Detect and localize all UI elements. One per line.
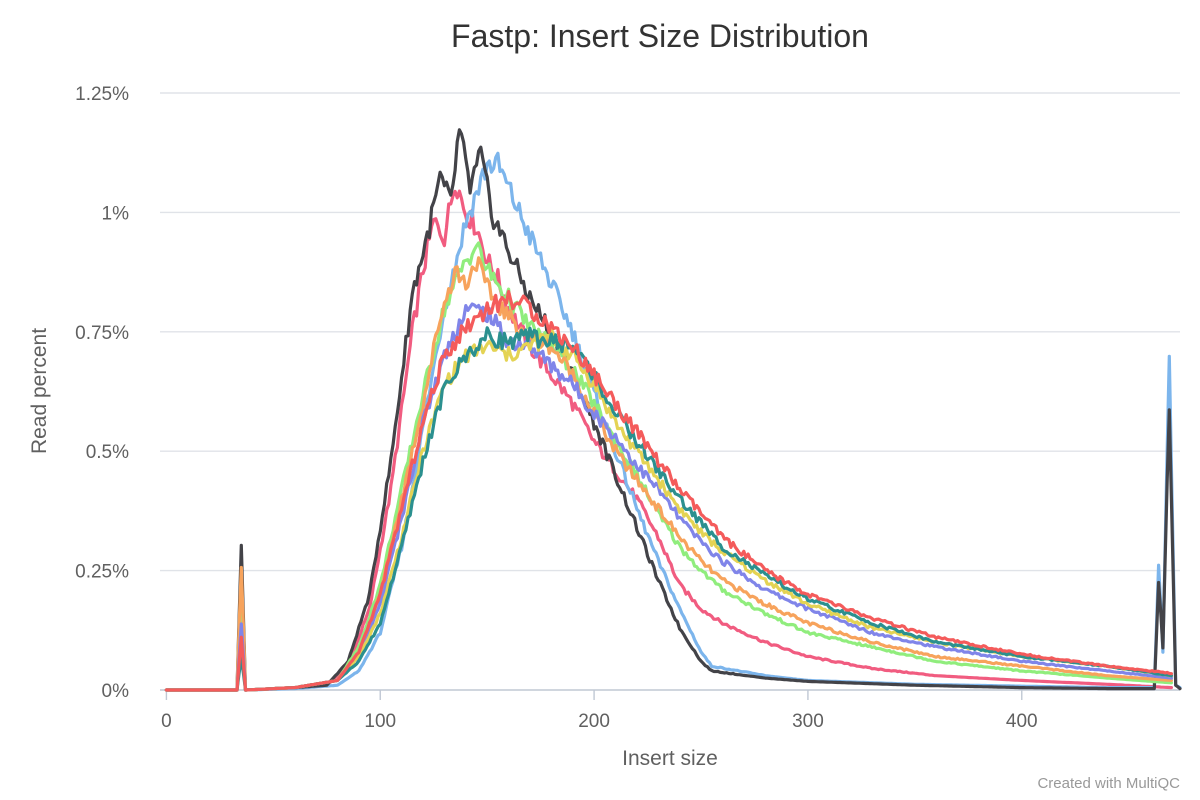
y-tick-label: 0.75% xyxy=(75,323,129,344)
y-tick-label: 1% xyxy=(102,203,130,224)
x-axis-label: Insert size xyxy=(622,747,718,770)
y-axis-ticks: 0% 0.25% 0.5% 0.75% 1% 1.25% xyxy=(75,84,129,702)
series-line-2[interactable] xyxy=(164,151,1182,692)
series-line-8[interactable] xyxy=(164,326,1173,692)
x-tick-label: 200 xyxy=(578,711,610,732)
grid-lines xyxy=(160,92,1180,572)
y-tick-label: 1.25% xyxy=(75,84,129,105)
chart-title: Fastp: Insert Size Distribution xyxy=(451,18,869,54)
series-line-9[interactable] xyxy=(164,289,1173,692)
series-line-6[interactable] xyxy=(164,302,1173,692)
y-tick-label: 0% xyxy=(102,681,130,702)
series-line-1[interactable] xyxy=(164,189,1173,692)
x-axis-ticks: 0 100 200 300 400 xyxy=(161,690,1038,732)
x-tick-label: 300 xyxy=(792,711,824,732)
series-line-3[interactable] xyxy=(164,128,1182,692)
credit-text[interactable]: Created with MultiQC xyxy=(1037,775,1180,792)
series-line-4[interactable] xyxy=(164,241,1173,692)
y-axis-label: Read percent xyxy=(28,328,51,454)
y-tick-label: 0.5% xyxy=(86,442,129,463)
series-line-7[interactable] xyxy=(164,327,1173,692)
y-tick-label: 0.25% xyxy=(75,562,129,583)
series-lines xyxy=(164,128,1182,692)
x-tick-label: 0 xyxy=(161,711,172,732)
x-tick-label: 100 xyxy=(364,711,396,732)
x-tick-label: 400 xyxy=(1006,711,1038,732)
